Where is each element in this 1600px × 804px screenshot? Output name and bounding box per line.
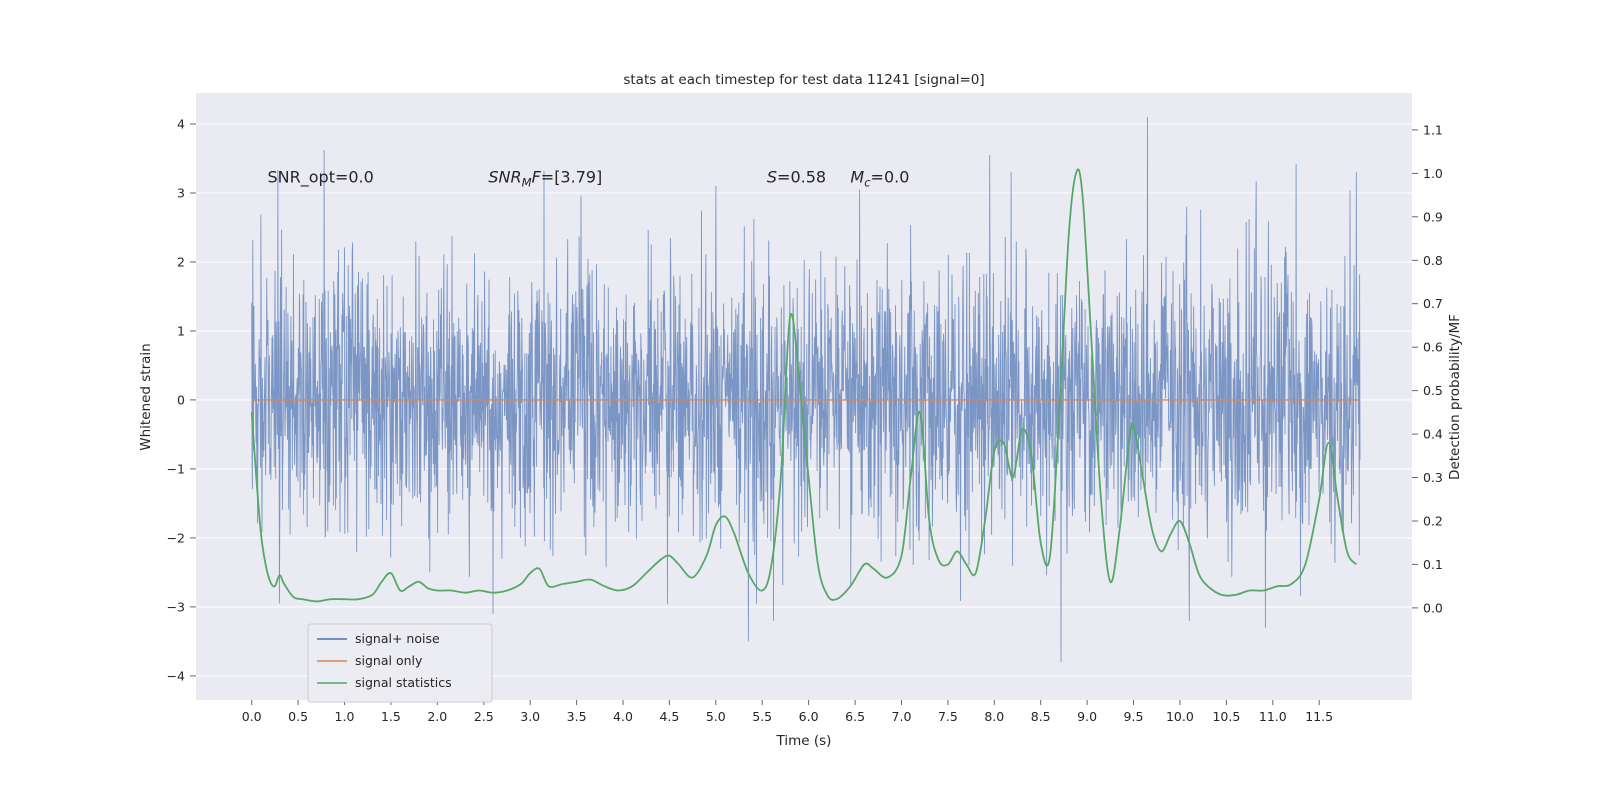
legend-label: signal+ noise bbox=[355, 631, 440, 646]
x-tick-label: 8.5 bbox=[1031, 709, 1051, 724]
y-left-tick-label: 4 bbox=[177, 117, 185, 132]
y-right-tick-label: 0.0 bbox=[1423, 600, 1443, 615]
x-tick-label: 10.5 bbox=[1212, 709, 1240, 724]
x-tick-label: 10.0 bbox=[1166, 709, 1194, 724]
y-axis-label-left: Whitened strain bbox=[138, 343, 154, 450]
x-tick-label: 8.0 bbox=[984, 709, 1004, 724]
y-right-tick-label: 1.1 bbox=[1423, 122, 1443, 137]
y-right-tick-label: 0.5 bbox=[1423, 383, 1443, 398]
data-series bbox=[250, 117, 1361, 663]
x-tick-label: 2.0 bbox=[427, 709, 447, 724]
x-tick-label: 6.0 bbox=[799, 709, 819, 724]
annotation: SNRMF=[3.79] bbox=[488, 168, 602, 190]
x-tick-label: 6.5 bbox=[845, 709, 865, 724]
y-left-tick-label: 0 bbox=[177, 392, 185, 407]
annotation: S=0.58 bbox=[767, 168, 826, 187]
y-left-tick-label: 1 bbox=[177, 324, 185, 339]
y-left-tick-label: 3 bbox=[177, 186, 185, 201]
y-right-tick-label: 0.9 bbox=[1423, 209, 1443, 224]
x-tick-label: 11.0 bbox=[1259, 709, 1287, 724]
y-right-tick-label: 0.8 bbox=[1423, 253, 1443, 268]
annotation: Mc=0.0 bbox=[850, 168, 909, 190]
x-tick-label: 1.5 bbox=[381, 709, 401, 724]
legend-box bbox=[307, 623, 493, 703]
y-left-tick-label: 2 bbox=[177, 255, 185, 270]
y-left-tick-label: −3 bbox=[167, 599, 185, 614]
y-right-tick-label: 0.4 bbox=[1423, 427, 1443, 442]
x-tick-label: 3.0 bbox=[520, 709, 540, 724]
y-right-tick-label: 0.6 bbox=[1423, 340, 1443, 355]
x-tick-label: 9.5 bbox=[1124, 709, 1144, 724]
y-left-tick-label: −2 bbox=[167, 530, 185, 545]
x-axis-label: Time (s) bbox=[776, 733, 832, 749]
annotation: SNR_opt=0.0 bbox=[268, 168, 374, 188]
legend-label: signal statistics bbox=[355, 675, 452, 690]
y-right-tick-label: 0.7 bbox=[1423, 296, 1443, 311]
x-tick-label: 5.5 bbox=[752, 709, 772, 724]
x-tick-label: 0.0 bbox=[242, 709, 262, 724]
annotations-layer: SNR_opt=0.0 SNRMF=[3.79] S=0.58 Mc=0.0 bbox=[268, 168, 910, 190]
y-axis-label-right: Detection probability/MF bbox=[1447, 314, 1463, 480]
x-tick-label: 3.5 bbox=[567, 709, 587, 724]
x-tick-label: 11.5 bbox=[1305, 709, 1333, 724]
x-tick-label: 7.5 bbox=[938, 709, 958, 724]
x-tick-label: 4.0 bbox=[613, 709, 633, 724]
x-tick-label: 7.0 bbox=[892, 709, 912, 724]
y-left-tick-label: −1 bbox=[167, 461, 185, 476]
y-right-tick-label: 0.3 bbox=[1423, 470, 1443, 485]
y-right-tick-label: 0.1 bbox=[1423, 557, 1443, 572]
legend-label: signal only bbox=[355, 653, 423, 668]
x-tick-label: 2.5 bbox=[474, 709, 494, 724]
series-signal-statistics bbox=[250, 168, 1358, 603]
x-tick-label: 4.5 bbox=[659, 709, 679, 724]
chart-title: stats at each timestep for test data 112… bbox=[623, 72, 984, 88]
x-tick-label: 5.0 bbox=[706, 709, 726, 724]
series-signal-plus-noise bbox=[251, 117, 1361, 663]
legend: signal+ noise signal only signal statistic… bbox=[307, 623, 493, 703]
y-left-tick-label: −4 bbox=[167, 668, 185, 683]
x-tick-label: 0.5 bbox=[288, 709, 308, 724]
x-tick-label: 9.0 bbox=[1077, 709, 1097, 724]
axis-ticks: 0.0 0.5 1.0 1.5 2.0 2.5 3.0 3.5 4.0 4.5 5.0 5.5 6.0 6… bbox=[167, 117, 1443, 725]
x-tick-label: 1.0 bbox=[335, 709, 355, 724]
y-right-tick-label: 0.2 bbox=[1423, 514, 1443, 529]
y-right-tick-label: 1.0 bbox=[1423, 166, 1443, 181]
